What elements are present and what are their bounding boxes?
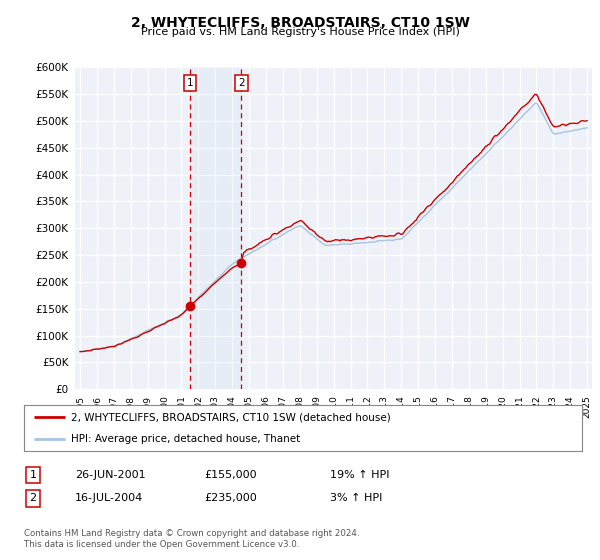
Text: 2, WHYTECLIFFS, BROADSTAIRS, CT10 1SW: 2, WHYTECLIFFS, BROADSTAIRS, CT10 1SW [131, 16, 469, 30]
Text: 2, WHYTECLIFFS, BROADSTAIRS, CT10 1SW (detached house): 2, WHYTECLIFFS, BROADSTAIRS, CT10 1SW (d… [71, 412, 391, 422]
Text: 1: 1 [187, 78, 193, 88]
Text: 3% ↑ HPI: 3% ↑ HPI [330, 493, 382, 503]
Bar [190, 67, 241, 389]
Text: Contains HM Land Registry data © Crown copyright and database right 2024.
This d: Contains HM Land Registry data © Crown c… [24, 529, 359, 549]
Text: HPI: Average price, detached house, Thanet: HPI: Average price, detached house, Than… [71, 435, 301, 444]
Text: 19% ↑ HPI: 19% ↑ HPI [330, 470, 389, 480]
Text: 2: 2 [29, 493, 37, 503]
Text: 2: 2 [238, 78, 245, 88]
Text: £235,000: £235,000 [204, 493, 257, 503]
Text: Price paid vs. HM Land Registry's House Price Index (HPI): Price paid vs. HM Land Registry's House … [140, 27, 460, 38]
Text: 26-JUN-2001: 26-JUN-2001 [75, 470, 146, 480]
Text: 1: 1 [29, 470, 37, 480]
Text: £155,000: £155,000 [204, 470, 257, 480]
Text: 16-JUL-2004: 16-JUL-2004 [75, 493, 143, 503]
